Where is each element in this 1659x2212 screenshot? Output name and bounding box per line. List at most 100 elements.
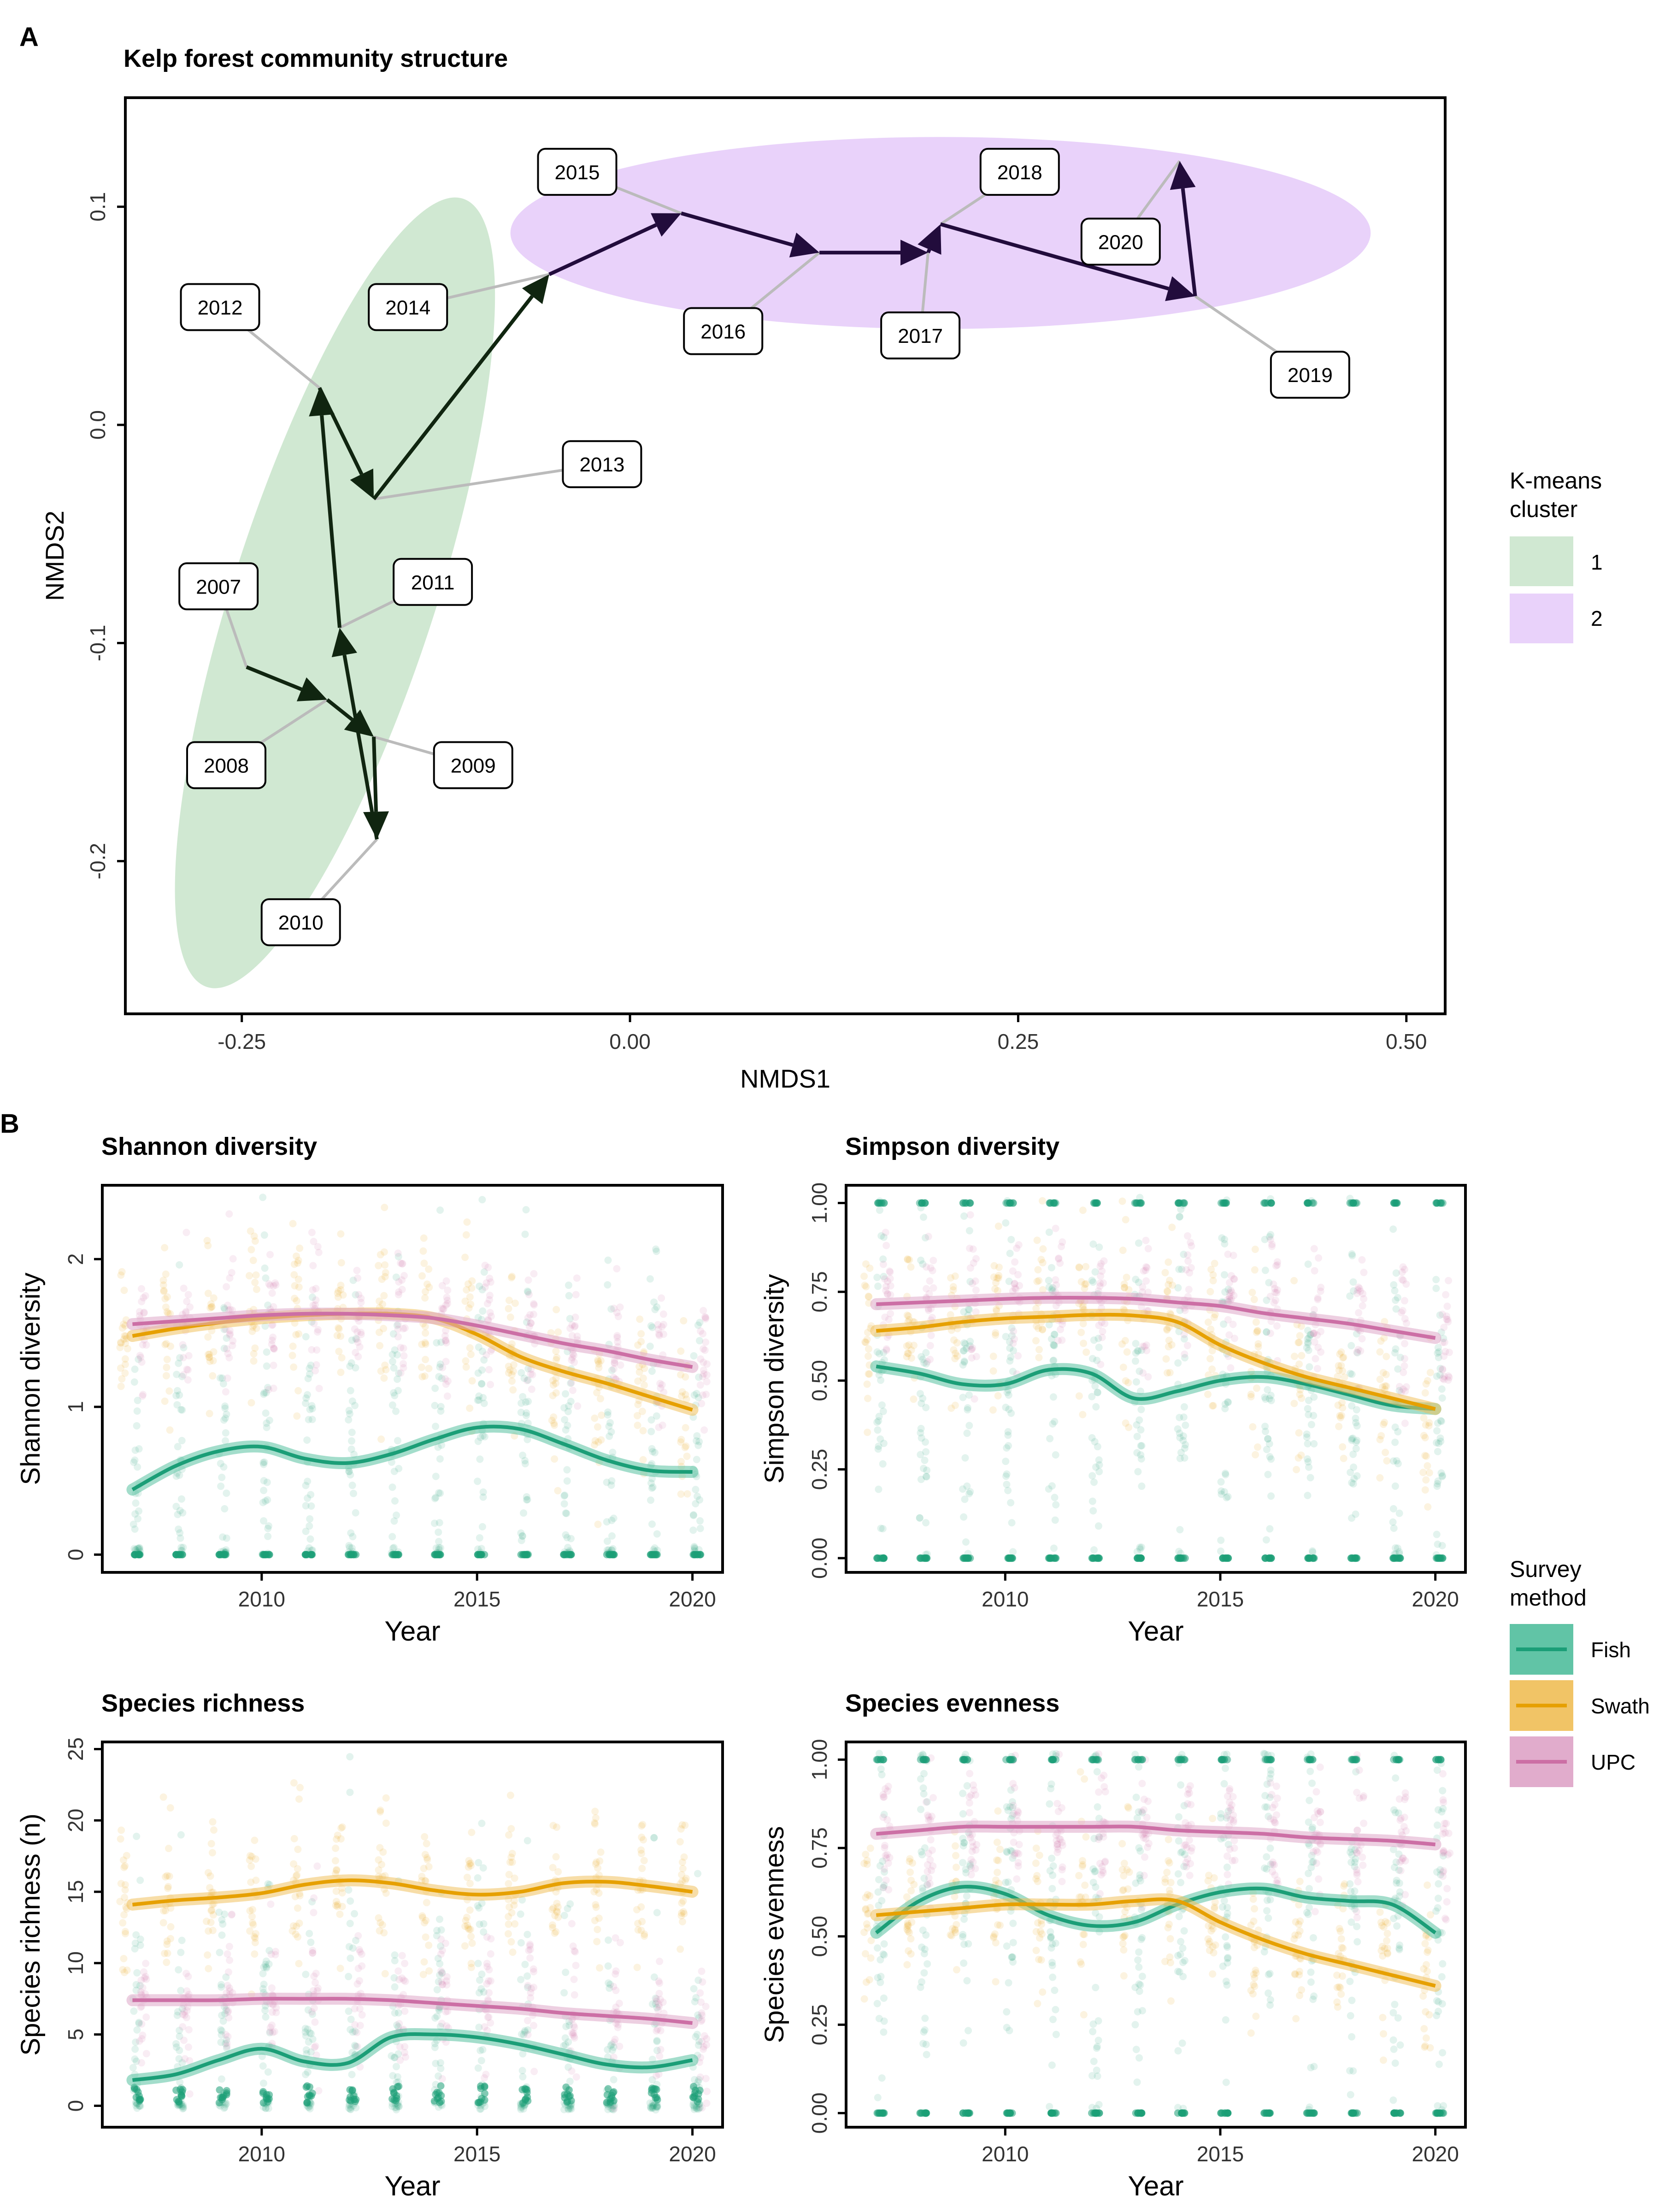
series-upc — [126, 1307, 699, 1373]
trajectory-arrow-2018-2019 — [940, 222, 1195, 301]
legend-item-fish: Fish — [1510, 1624, 1631, 1675]
y-tick-label: 10 — [64, 1951, 88, 1975]
trend-line-upc — [132, 1997, 693, 2025]
trend-line-fish — [132, 2032, 693, 2082]
series-swath — [126, 1874, 699, 1911]
trajectory-arrow-2017-2018 — [918, 224, 941, 255]
year-label-2014: 2014 — [385, 296, 430, 319]
year-label-box-2015 — [537, 147, 618, 196]
x-tick-label: 0.00 — [609, 1030, 651, 1053]
legend-label-fish: Fish — [1591, 1638, 1631, 1662]
year-label-box-2012 — [180, 283, 260, 331]
y-tick-label: -0.1 — [86, 625, 110, 661]
year-label-2018: 2018 — [997, 161, 1042, 184]
trajectory-arrows — [246, 161, 1197, 840]
trajectory-arrow-2015-2016 — [681, 212, 820, 258]
trend-line-upc — [876, 1296, 1436, 1340]
legend-title-line-2: method — [1510, 1585, 1587, 1611]
trajectory-arrow-2014-2015 — [548, 213, 682, 276]
legend-title-line-1: K-means — [1510, 468, 1602, 494]
year-label-box-2020 — [1080, 218, 1161, 266]
y-tick-label: 0.0 — [86, 410, 110, 440]
y-tick-label: 1.00 — [807, 1182, 831, 1224]
y-tick-label: 0.1 — [86, 192, 110, 222]
chart-title: Species evenness — [845, 1689, 1059, 1717]
legend-label-cluster-2: 2 — [1591, 606, 1603, 630]
y-tick-label: 0.75 — [807, 1271, 831, 1312]
year-label-2009: 2009 — [451, 754, 496, 777]
axes: -0.25 0.00 0.25 0.50 -0.2 -0.1 0.0 0.1 — [86, 192, 1427, 1053]
year-label-box-2014 — [368, 283, 448, 331]
year-label-box-2013 — [562, 440, 642, 488]
y-tick-label: 5 — [64, 2029, 88, 2041]
x-tick-label: 2015 — [1197, 1587, 1244, 1611]
y-tick-label: 1.00 — [807, 1739, 831, 1781]
raw-data-points — [860, 1750, 1454, 2117]
chart-title: Simpson diversity — [845, 1133, 1059, 1160]
trend-line-swath — [876, 1897, 1436, 1988]
chart-title: Kelp forest community structure — [124, 45, 508, 72]
x-axis-title: Year — [1128, 2171, 1183, 2201]
chart-title: Shannon diversity — [101, 1133, 317, 1160]
trend-line-swath — [876, 1312, 1436, 1411]
legend-kmeans-cluster: K-means cluster 1 2 — [1510, 468, 1603, 643]
x-tick-label: -0.25 — [218, 1030, 266, 1053]
y-axis-title: Species richness (n) — [16, 1813, 46, 2055]
series-fish — [870, 1880, 1441, 1939]
x-axis-title: Year — [1128, 1616, 1183, 1647]
raw-data-points — [116, 1194, 711, 1559]
y-tick-label: 0.75 — [807, 1827, 831, 1869]
x-tick-label: 0.25 — [998, 1030, 1039, 1053]
legend-item-upc: UPC — [1510, 1736, 1635, 1787]
legend-title-line-2: cluster — [1510, 496, 1577, 522]
legend-label-cluster-1: 1 — [1591, 550, 1603, 574]
series-fish — [870, 1360, 1441, 1415]
series-swath — [870, 1308, 1441, 1415]
trend-line-fish — [875, 1884, 1436, 1935]
y-tick-label: 0.00 — [807, 1537, 831, 1579]
year-label-box-2007 — [178, 562, 259, 611]
x-tick-label: 2010 — [238, 1587, 285, 1611]
x-tick-label: 2015 — [1197, 2142, 1244, 2166]
y-tick-label: 0.50 — [807, 1916, 831, 1957]
x-tick-label: 2010 — [238, 2142, 285, 2166]
x-axis-title: Year — [384, 1616, 440, 1647]
panel-a-nmds-chart: A Kelp forest community structure 200720… — [19, 22, 1603, 1093]
y-tick-label: 20 — [64, 1809, 88, 1832]
x-tick-label: 2020 — [1412, 1587, 1459, 1611]
legend-swatch-cluster-1 — [1510, 536, 1573, 586]
series-fish — [126, 2028, 699, 2086]
x-tick-label: 2010 — [982, 1587, 1029, 1611]
chart-species-evenness: Species evenness 2010 2015 2020 0.00 0.25 0.50… — [759, 1689, 1467, 2201]
trend-line-upc — [132, 1312, 693, 1369]
year-label-2013: 2013 — [579, 453, 624, 476]
trajectory-arrow-2013-2014 — [372, 274, 549, 500]
panel-label-b: B — [0, 1109, 19, 1139]
trend-line-fish — [131, 1424, 693, 1491]
trend-line-upc — [876, 1824, 1435, 1847]
trend-line-fish — [876, 1365, 1435, 1411]
year-label-2020: 2020 — [1098, 231, 1143, 253]
legend-survey-method: Survey method Fish Swath UPC — [1510, 1556, 1650, 1787]
y-tick-label: 0.25 — [807, 2004, 831, 2046]
legend-item-swath: Swath — [1510, 1680, 1650, 1731]
chart-shannon-diversity: Shannon diversity 2010 2015 2020 0 1 2 Year Shan… — [16, 1133, 724, 1647]
y-tick-label: 15 — [64, 1880, 88, 1904]
chart-title: Species richness — [101, 1689, 305, 1717]
y-axis-title: Simpson diversity — [759, 1274, 789, 1483]
x-tick-label: 2015 — [453, 1587, 500, 1611]
year-label-2015: 2015 — [555, 161, 600, 184]
series-fish — [126, 1420, 699, 1496]
year-labels: 2007 2008 2009 2010 2011 2012 2013 2014 2015 2016… — [178, 147, 1350, 947]
trend-line-swath — [132, 1878, 693, 1906]
x-tick-label: 2010 — [982, 2142, 1029, 2166]
x-tick-label: 2020 — [669, 1587, 716, 1611]
year-label-box-2009 — [433, 741, 513, 789]
y-tick-label: 1 — [64, 1401, 88, 1413]
cluster-ellipses — [175, 137, 1371, 988]
chart-species-richness: Species richness 2010 2015 2020 0 5 10 15 20 25 Ye… — [16, 1689, 724, 2201]
y-tick-label: 0 — [64, 2100, 88, 2112]
legend-swatch-cluster-2 — [1510, 594, 1573, 643]
legend-label-upc: UPC — [1591, 1750, 1635, 1774]
